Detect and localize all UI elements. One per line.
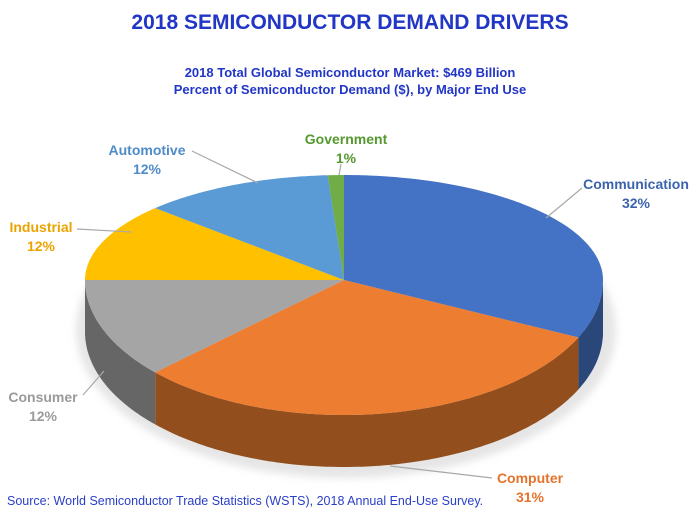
leader-line-consumer <box>82 370 105 396</box>
leader-line-industrial <box>76 228 132 233</box>
chart-subtitle-line2: Percent of Semiconductor Demand ($), by … <box>173 82 527 97</box>
leader-line-computer <box>389 465 493 479</box>
pie-slice-industrial <box>85 208 344 280</box>
pie-slice-computer <box>155 280 579 415</box>
source-note: Source: World Semiconductor Trade Statis… <box>7 494 484 508</box>
chart-title: 2018 SEMICONDUCTOR DEMAND DRIVERS <box>131 11 569 34</box>
pie-slice-communication <box>344 175 603 338</box>
pie-slice-government <box>327 175 344 280</box>
leader-line-communication <box>545 187 583 219</box>
pie-slice-side-communication <box>578 280 603 390</box>
chart-subtitle: 2018 Total Global Semiconductor Market: … <box>0 64 700 98</box>
pie-slice-consumer <box>85 280 344 373</box>
leader-line-government <box>338 163 342 176</box>
pie-slice-side-computer <box>155 337 579 467</box>
leader-line-automotive <box>191 150 259 184</box>
pie-slice-automotive <box>155 175 344 280</box>
pie-slice-side-consumer <box>85 280 156 425</box>
chart-subtitle-line1: 2018 Total Global Semiconductor Market: … <box>184 65 516 80</box>
